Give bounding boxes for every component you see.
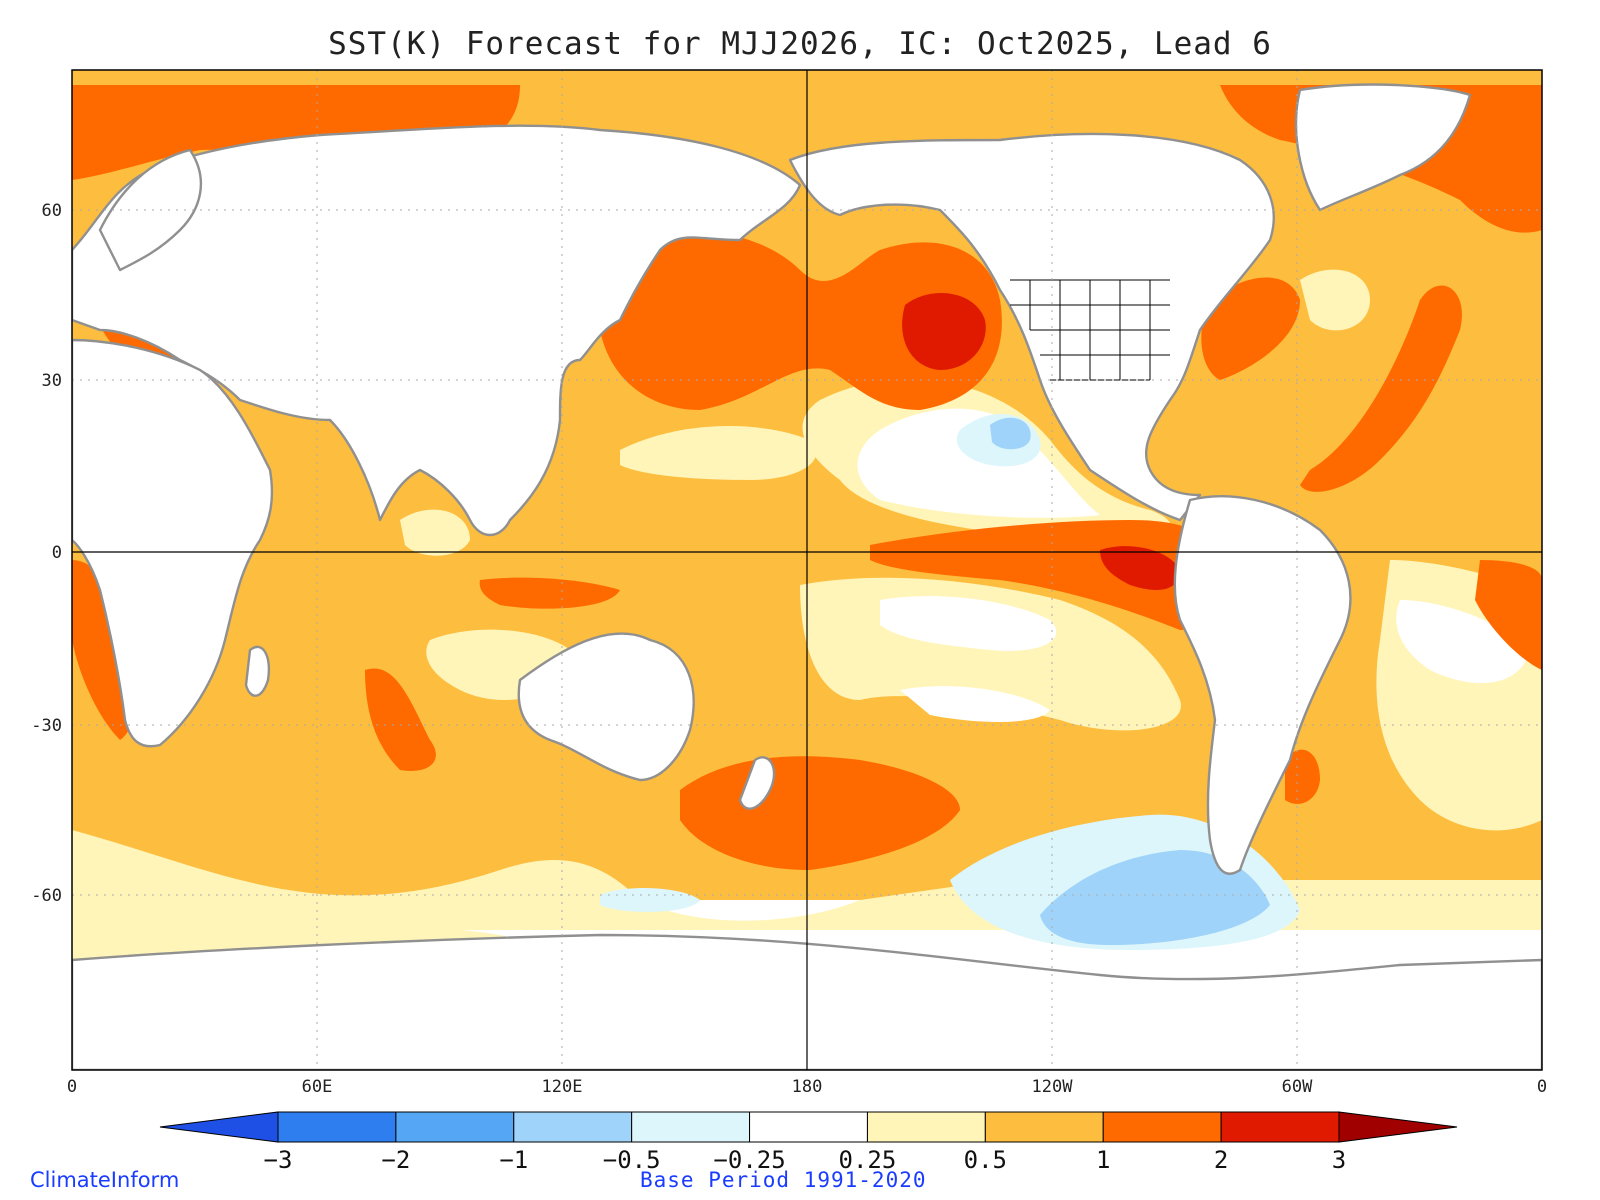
eurasia-land bbox=[72, 124, 802, 537]
base-period-note: Base Period 1991-2020 bbox=[640, 1168, 927, 1192]
lat-label: -60 bbox=[31, 886, 62, 906]
colorbar-swatch bbox=[1102, 1111, 1222, 1143]
lat-label: 30 bbox=[42, 371, 62, 391]
new-zealand-land bbox=[738, 756, 776, 810]
field-southern-pale-2 bbox=[72, 860, 520, 960]
colorbar-level-label: 0.25 bbox=[839, 1146, 897, 1174]
colorbar-level-label: −0.25 bbox=[713, 1146, 785, 1174]
lat-label: -30 bbox=[31, 716, 62, 736]
scandinavia-land bbox=[98, 148, 203, 272]
lon-label: 60W bbox=[1282, 1077, 1313, 1097]
colorbar-swatch bbox=[513, 1111, 633, 1143]
colorbar: −3 −2 −1 −0.5 −0.25 0.25 0.5 1 2 3 bbox=[159, 1111, 1458, 1174]
field-arctic-orange bbox=[72, 85, 520, 180]
us-state-lines bbox=[1010, 279, 1170, 381]
field-so-cyan-2 bbox=[600, 888, 700, 912]
field-natl-orange-2 bbox=[1300, 285, 1462, 492]
field-satl-orange bbox=[1475, 560, 1542, 670]
colorbar-level-label: 2 bbox=[1214, 1146, 1228, 1174]
colorbar-level-label: −0.5 bbox=[603, 1146, 661, 1174]
field-io-orange bbox=[365, 668, 436, 771]
colorbar-level-label: −1 bbox=[499, 1146, 528, 1174]
field-eqpac-red bbox=[1100, 546, 1180, 590]
lon-label: 120W bbox=[1032, 1077, 1074, 1097]
colorbar-swatch bbox=[749, 1111, 868, 1143]
field-spac-white bbox=[880, 596, 1057, 651]
madagascar-land bbox=[244, 645, 271, 697]
map-title: SST(K) Forecast for MJJ2026, IC: Oct2025… bbox=[328, 26, 1272, 62]
lon-label: 180 bbox=[792, 1077, 823, 1097]
field-natl-pale bbox=[1300, 269, 1370, 331]
colorbar-swatch bbox=[984, 1111, 1104, 1143]
map-frame bbox=[71, 69, 1543, 1071]
africa-land bbox=[72, 338, 274, 748]
field-npac-red bbox=[902, 293, 986, 370]
colorbar-level-label: 0.5 bbox=[964, 1146, 1007, 1174]
lon-label: 120E bbox=[542, 1077, 583, 1097]
colorbar-swatch bbox=[277, 1111, 397, 1143]
field-brazil-orange bbox=[1285, 749, 1320, 804]
field-maritime-orange bbox=[479, 577, 620, 609]
field-io-pale bbox=[400, 509, 470, 556]
lat-label: 0 bbox=[52, 543, 62, 563]
colorbar-swatch bbox=[631, 1111, 751, 1143]
field-africa-orange bbox=[72, 560, 136, 740]
lon-label: 0 bbox=[67, 1077, 77, 1097]
colorbar-swatch bbox=[395, 1111, 515, 1143]
colorbar-level-label: −2 bbox=[381, 1146, 410, 1174]
colorbar-level-label: 3 bbox=[1332, 1146, 1346, 1174]
greenland-land bbox=[1294, 83, 1472, 212]
north-america-land bbox=[788, 132, 1275, 522]
lon-labels: 0 60E 120E 180 120W 60W 0 bbox=[67, 1077, 1547, 1097]
field-so-blue bbox=[1040, 850, 1270, 945]
colorbar-level-label: −3 bbox=[264, 1146, 293, 1174]
lat-labels: 60 30 0 -30 -60 bbox=[31, 201, 62, 906]
field-natl-orange bbox=[1201, 277, 1300, 380]
field-spac-white-2 bbox=[900, 686, 1050, 722]
colorbar-swatch bbox=[1220, 1111, 1340, 1143]
colorbar-swatch bbox=[866, 1111, 986, 1143]
lon-label: 0 bbox=[1537, 1077, 1547, 1097]
colorbar-arrow-high bbox=[1338, 1111, 1458, 1143]
field-npac-white bbox=[857, 408, 1100, 518]
field-npac-blue bbox=[990, 417, 1031, 450]
australia-land bbox=[517, 632, 695, 782]
field-satl-white bbox=[1396, 600, 1530, 684]
lat-label: 60 bbox=[42, 201, 62, 221]
colorbar-level-label: 1 bbox=[1096, 1146, 1110, 1174]
field-npac-orange bbox=[598, 230, 1002, 410]
grid-lines bbox=[72, 70, 1542, 1070]
credit-climateinform: ClimateInform bbox=[30, 1168, 180, 1192]
reference-lines bbox=[72, 70, 1542, 1070]
colorbar-arrow-low bbox=[159, 1111, 279, 1143]
field-wpac-pale bbox=[620, 426, 817, 480]
lon-label: 60E bbox=[302, 1077, 333, 1097]
